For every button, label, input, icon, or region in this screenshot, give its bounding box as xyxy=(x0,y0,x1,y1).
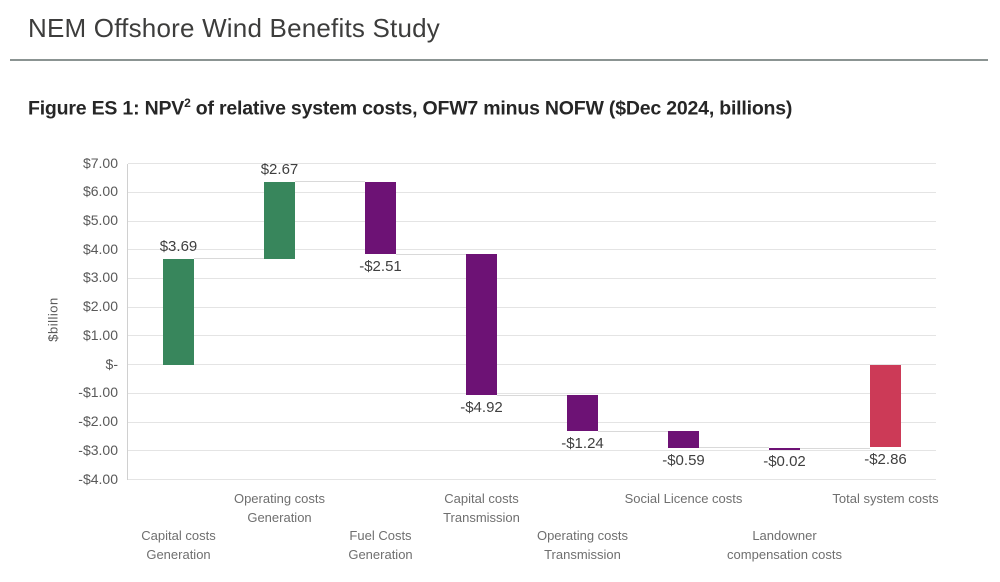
y-gridline xyxy=(128,277,936,279)
y-tick-label: $5.00 xyxy=(82,212,118,228)
bar-total-system-costs xyxy=(870,364,901,447)
connector-line xyxy=(800,448,870,449)
y-tick-label: $4.00 xyxy=(82,240,118,257)
category-label: Total system costs xyxy=(801,489,971,508)
connector-line xyxy=(699,447,769,449)
y-gridline xyxy=(128,364,936,366)
figure-title: Figure ES 1: NPV2 of relative system cos… xyxy=(28,96,792,121)
y-tick-label: -$3.00 xyxy=(78,441,118,458)
category-label: Fuel Costs Generation xyxy=(296,526,466,564)
y-tick-label: -$4.00 xyxy=(78,470,118,487)
y-tick-label: -$1.00 xyxy=(78,384,118,401)
y-gridline xyxy=(128,421,936,423)
y-tick-label: $3.00 xyxy=(82,269,118,286)
bar-value-label: -$2.86 xyxy=(864,450,907,468)
y-gridline xyxy=(128,306,936,308)
page-title: NEM Offshore Wind Benefits Study xyxy=(28,13,440,43)
category-label-line: Total system costs xyxy=(832,491,939,506)
y-gridline xyxy=(128,220,936,222)
figure-title-prefix: Figure ES 1: NPV xyxy=(28,97,185,120)
category-label: Landowner compensation costs xyxy=(700,526,870,564)
y-axis-line xyxy=(127,163,128,480)
bar-value-label: -$0.59 xyxy=(662,451,705,469)
connector-line xyxy=(396,253,466,255)
category-label: Operating costs Generation xyxy=(195,489,365,527)
bar-value-label: $3.69 xyxy=(159,237,198,255)
category-label-line: Landowner xyxy=(752,528,817,543)
category-label: Operating costs Transmission xyxy=(498,526,668,564)
y-gridline xyxy=(128,450,936,452)
header-divider xyxy=(10,59,988,61)
bar-landowner-compensation-costs xyxy=(769,447,800,450)
bar-social-licence-costs xyxy=(668,431,699,448)
connector-line xyxy=(295,181,365,183)
y-gridline xyxy=(128,335,936,337)
y-gridline xyxy=(128,392,936,394)
bar-value-label: -$2.51 xyxy=(359,258,402,275)
category-label-line: Capital costs xyxy=(444,491,519,506)
category-label-line: Transmission xyxy=(443,510,520,525)
connector-line xyxy=(497,394,567,396)
category-label-line: Operating costs xyxy=(536,528,629,543)
connector-line xyxy=(598,430,668,432)
bar-value-label: -$0.02 xyxy=(763,452,806,470)
figure-title-suffix: of relative system costs, OFW7 minus NOF… xyxy=(190,97,793,120)
connector-line xyxy=(194,258,264,260)
bar-value-label: -$4.92 xyxy=(460,399,503,417)
y-tick-label: -$2.00 xyxy=(78,413,118,429)
category-label: Capital costs Transmission xyxy=(397,489,567,527)
bar-capital-costs-generation xyxy=(163,258,194,365)
category-label-line: Operating costs xyxy=(233,491,326,506)
category-label-line: Generation xyxy=(247,510,312,525)
bar-fuel-costs-generation xyxy=(365,181,396,254)
category-label-line: Fuel Costs xyxy=(349,528,412,543)
y-gridline xyxy=(128,163,936,164)
category-label-line: Transmission xyxy=(544,547,621,562)
bar-operating-costs-transmission xyxy=(567,395,598,431)
y-gridline xyxy=(128,191,936,193)
y-tick-label: $1.00 xyxy=(82,326,118,343)
category-label: Capital costs Generation xyxy=(94,526,264,564)
category-label: Social Licence costs xyxy=(599,489,769,508)
y-tick-label: $6.00 xyxy=(82,183,118,200)
y-gridline xyxy=(128,479,936,480)
y-gridline xyxy=(128,249,936,251)
y-tick-label: $2.00 xyxy=(82,298,118,315)
figure-title-superscript: 2 xyxy=(184,96,191,110)
category-label-line: compensation costs xyxy=(727,547,842,562)
category-label-line: Generation xyxy=(146,547,211,562)
category-label-line: Generation xyxy=(348,547,413,562)
bar-value-label: $2.67 xyxy=(260,160,299,178)
y-tick-label: $- xyxy=(105,355,118,372)
y-tick-label: $7.00 xyxy=(82,154,118,171)
bar-operating-costs-generation xyxy=(264,181,295,259)
bar-value-label: -$1.24 xyxy=(561,435,604,452)
category-label-line: Capital costs xyxy=(141,528,216,543)
category-label-line: Social Licence costs xyxy=(624,491,743,506)
bar-capital-costs-transmission xyxy=(466,254,497,396)
